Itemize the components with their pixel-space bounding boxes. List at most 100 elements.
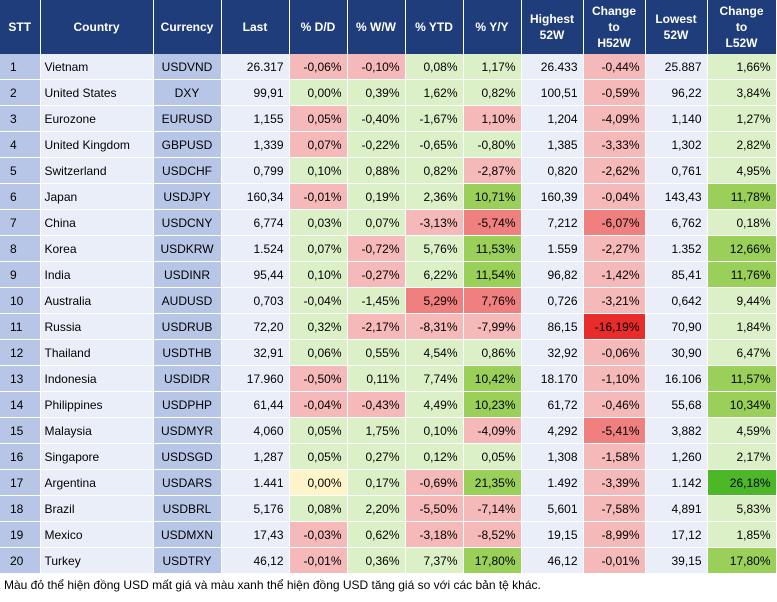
cell-change-to-l52w: 4,95% (707, 157, 777, 184)
cell-currency: USDCHF (153, 157, 222, 184)
cell-change-to-h52w: -1,58% (583, 443, 646, 470)
cell-pct-dd: -0,06% (289, 54, 348, 80)
cell-change-to-l52w: 1,85% (707, 521, 777, 548)
cell-change-to-l52w: 0,18% (707, 209, 777, 236)
cell-last: 0,799 (221, 157, 290, 184)
cell-pct-dd: 0,00% (289, 79, 348, 106)
cell-change-to-h52w: -0,59% (583, 79, 646, 106)
cell-lowest-52w: 70,90 (645, 313, 708, 340)
cell-change-to-l52w: 11,57% (707, 365, 777, 392)
cell-lowest-52w: 0,642 (645, 287, 708, 314)
cell-change-to-h52w: -1,42% (583, 261, 646, 288)
cell-lowest-52w: 1,302 (645, 131, 708, 158)
cell-pct-dd: -0,03% (289, 521, 348, 548)
cell-country: Russia (40, 313, 154, 340)
cell-stt: 19 (0, 521, 41, 548)
currency-table: STT Country Currency Last% D/D% W/W% YTD% Y… (0, 0, 777, 574)
cell-pct-ytd: 7,74% (405, 365, 464, 392)
cell-change-to-h52w: -0,46% (583, 391, 646, 418)
cell-pct-dd: 0,00% (289, 469, 348, 496)
cell-country: Malaysia (40, 417, 154, 444)
cell-highest-52w: 0,820 (521, 157, 584, 184)
cell-stt: 6 (0, 183, 41, 210)
cell-pct-yy: -7,14% (463, 495, 522, 522)
cell-last: 1,155 (221, 105, 290, 132)
cell-lowest-52w: 1,140 (645, 105, 708, 132)
cell-currency: USDINR (153, 261, 222, 288)
cell-change-to-h52w: -3,33% (583, 131, 646, 158)
cell-change-to-l52w: 9,44% (707, 287, 777, 314)
cell-pct-ww: 0,27% (347, 443, 406, 470)
cell-pct-ytd: -0,69% (405, 469, 464, 496)
cell-highest-52w: 86,15 (521, 313, 584, 340)
cell-pct-ww: 0,62% (347, 521, 406, 548)
cell-pct-dd: -0,50% (289, 365, 348, 392)
cell-pct-yy: 7,76% (463, 287, 522, 314)
cell-pct-yy: 0,86% (463, 339, 522, 366)
cell-highest-52w: 5,601 (521, 495, 584, 522)
cell-country: Thailand (40, 339, 154, 366)
cell-change-to-l52w: 2,82% (707, 131, 777, 158)
cell-pct-ytd: -8,31% (405, 313, 464, 340)
cell-pct-ww: -0,43% (347, 391, 406, 418)
cell-country: India (40, 261, 154, 288)
table-row: 3 Eurozone EURUSD 1,155 0,05% -0,40% -1,67% 1,1… (0, 105, 777, 132)
cell-pct-ww: 0,36% (347, 547, 406, 574)
header-stt: STT (0, 0, 41, 54)
cell-pct-yy: 21,35% (463, 469, 522, 496)
cell-currency: USDKRW (153, 235, 222, 262)
cell-pct-dd: 0,06% (289, 339, 348, 366)
cell-stt: 18 (0, 495, 41, 522)
cell-lowest-52w: 6,762 (645, 209, 708, 236)
cell-change-to-h52w: -0,01% (583, 547, 646, 574)
cell-highest-52w: 96,82 (521, 261, 584, 288)
cell-pct-ytd: 0,82% (405, 157, 464, 184)
table-row: 15 Malaysia USDMYR 4,060 0,05% 1,75% 0,10% -4,0… (0, 417, 777, 444)
cell-pct-ww: -1,45% (347, 287, 406, 314)
cell-highest-52w: 4,292 (521, 417, 584, 444)
cell-last: 1.524 (221, 235, 290, 262)
cell-pct-ytd: -3,13% (405, 209, 464, 236)
cell-pct-ww: -2,17% (347, 313, 406, 340)
table-row: 13 Indonesia USDIDR 17.960 -0,50% 0,11% 7,74% 1… (0, 365, 777, 392)
table-row: 8 Korea USDKRW 1.524 0,07% -0,72% 5,76% 11,53% 1… (0, 235, 777, 262)
cell-pct-yy: -8,52% (463, 521, 522, 548)
cell-highest-52w: 1,308 (521, 443, 584, 470)
cell-stt: 17 (0, 469, 41, 496)
cell-currency: USDBRL (153, 495, 222, 522)
cell-pct-dd: 0,03% (289, 209, 348, 236)
cell-currency: GBPUSD (153, 131, 222, 158)
cell-pct-yy: 11,53% (463, 235, 522, 262)
cell-pct-dd: -0,04% (289, 391, 348, 418)
cell-last: 0,703 (221, 287, 290, 314)
table-row: 19 Mexico USDMXN 17,43 -0,03% 0,62% -3,18% -8,5… (0, 521, 777, 548)
cell-lowest-52w: 96,22 (645, 79, 708, 106)
cell-stt: 16 (0, 443, 41, 470)
cell-lowest-52w: 1.142 (645, 469, 708, 496)
cell-pct-yy: 17,80% (463, 547, 522, 574)
cell-pct-ytd: 1,62% (405, 79, 464, 106)
cell-pct-dd: 0,05% (289, 105, 348, 132)
cell-currency: USDCNY (153, 209, 222, 236)
cell-country: Switzerland (40, 157, 154, 184)
cell-pct-yy: -5,74% (463, 209, 522, 236)
cell-change-to-l52w: 12,66% (707, 235, 777, 262)
header-pct-ww: % W/W (347, 0, 406, 54)
cell-change-to-l52w: 6,47% (707, 339, 777, 366)
cell-lowest-52w: 25.887 (645, 54, 708, 80)
cell-highest-52w: 1.492 (521, 469, 584, 496)
cell-currency: USDMYR (153, 417, 222, 444)
cell-pct-ytd: -1,67% (405, 105, 464, 132)
cell-country: Philippines (40, 391, 154, 418)
cell-change-to-l52w: 11,76% (707, 261, 777, 288)
footnote: Màu đỏ thể hiện đồng USD mất giá và màu … (4, 578, 541, 592)
table-row: 10 Australia AUDUSD 0,703 -0,04% -1,45% 5,29% 7… (0, 287, 777, 314)
cell-pct-yy: -0,80% (463, 131, 522, 158)
cell-highest-52w: 160,39 (521, 183, 584, 210)
cell-pct-dd: 0,10% (289, 157, 348, 184)
table-row: 18 Brazil USDBRL 5,176 0,08% 2,20% -5,50% -7,14… (0, 495, 777, 522)
cell-country: United Kingdom (40, 131, 154, 158)
cell-last: 95,44 (221, 261, 290, 288)
cell-stt: 2 (0, 79, 41, 106)
cell-pct-ytd: 4,49% (405, 391, 464, 418)
